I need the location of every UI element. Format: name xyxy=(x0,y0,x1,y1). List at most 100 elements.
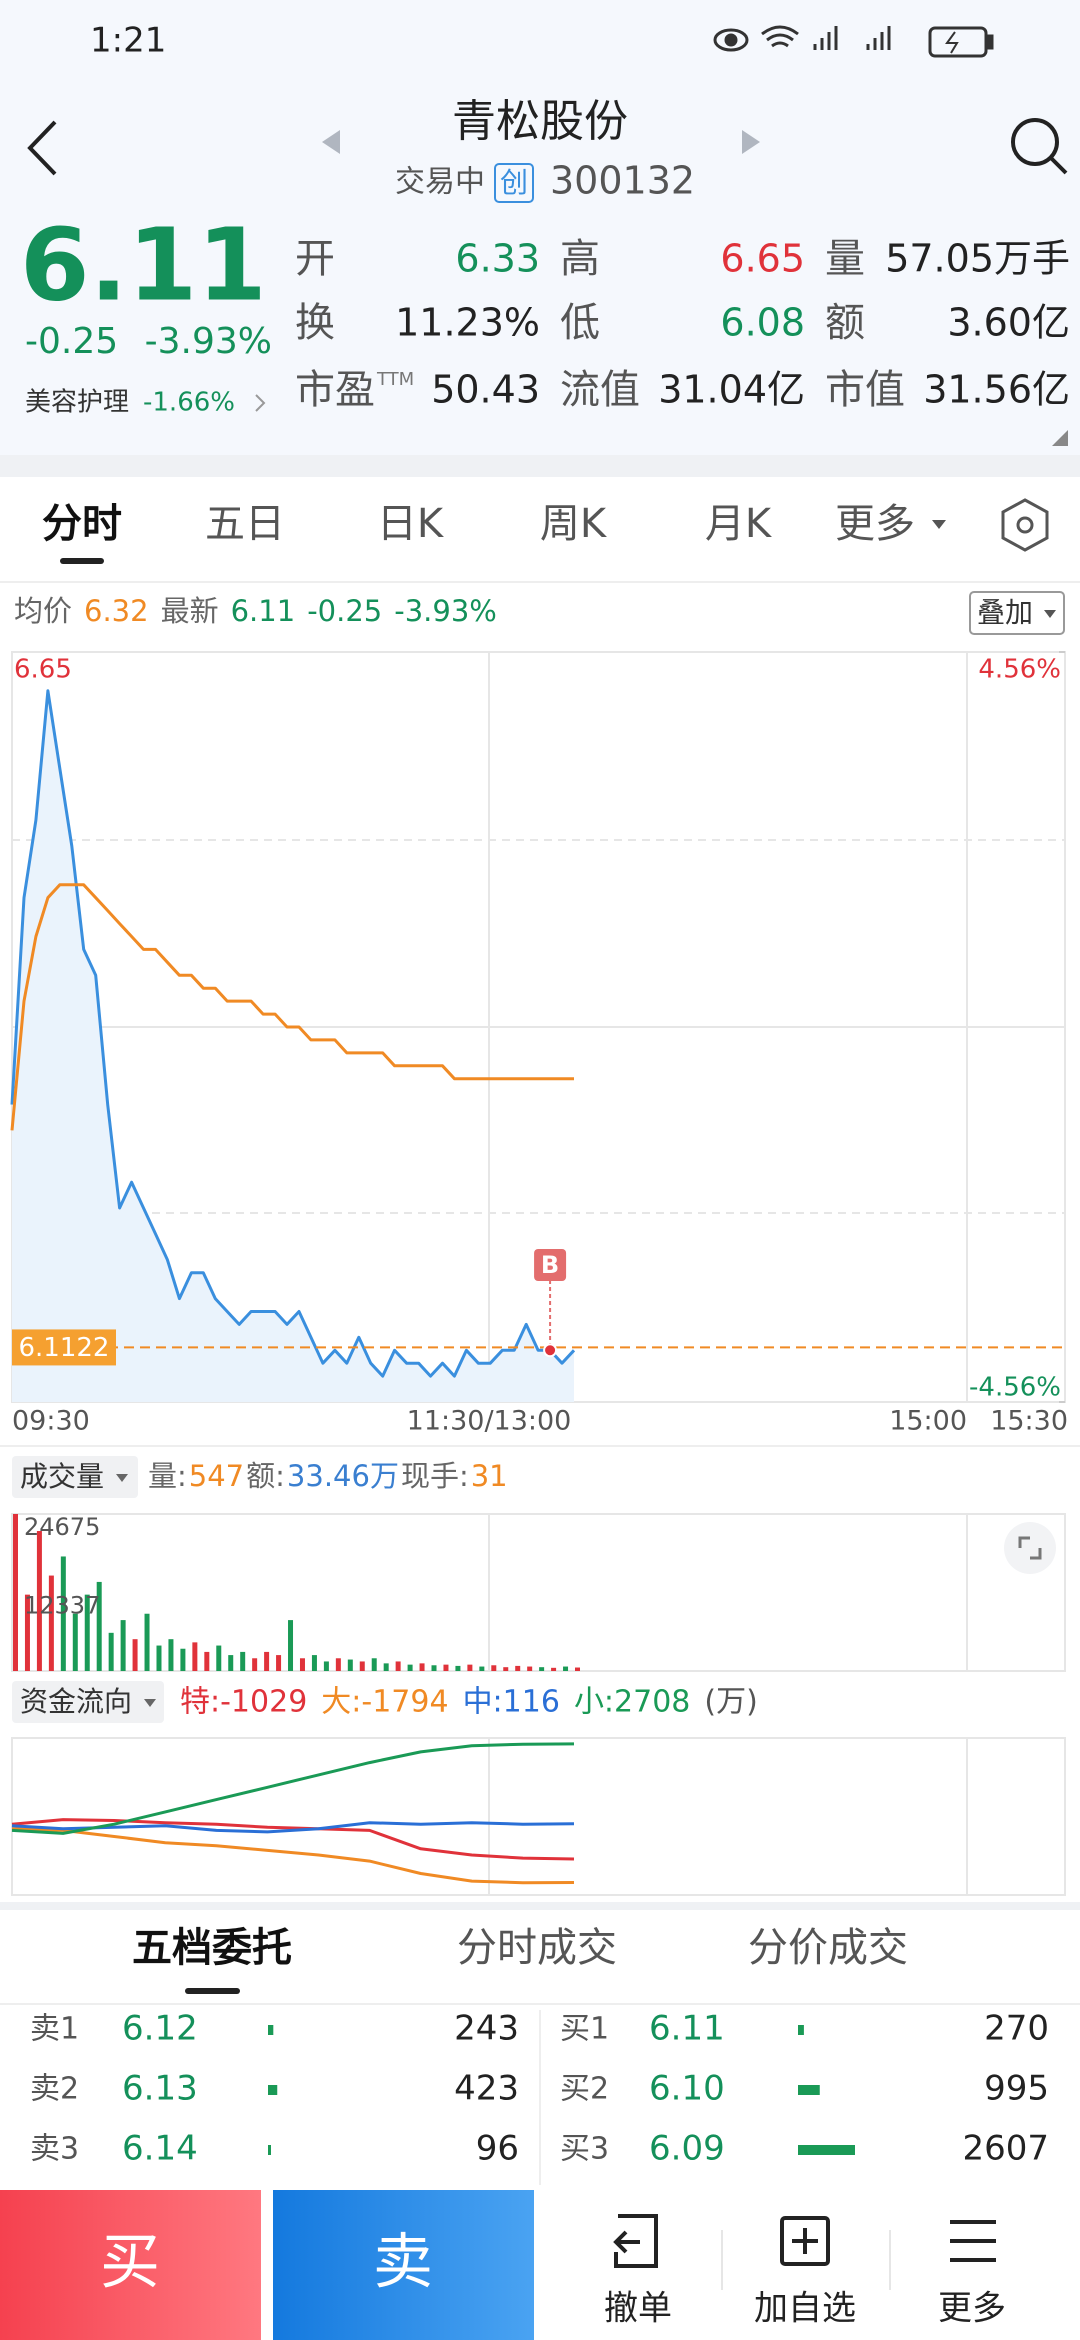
volume-bar xyxy=(84,1594,90,1671)
volume-bar xyxy=(60,1556,66,1671)
stat-label: 开 xyxy=(295,236,335,282)
label-item: 33.46万 xyxy=(287,1459,399,1493)
dropdown-arrow xyxy=(932,520,946,529)
order-price: 6.10 xyxy=(649,2069,725,2109)
marker-label: B xyxy=(541,1251,559,1279)
price-change: -0.25 xyxy=(25,321,118,362)
panel-select[interactable] xyxy=(12,1681,164,1723)
time-label: 09:30 xyxy=(12,1406,90,1437)
label-item: 均价 xyxy=(14,594,72,628)
y-tick-label: 6.65 xyxy=(14,655,72,685)
volume-tick-label: 12337 xyxy=(24,1592,100,1620)
status-time: 1:21 xyxy=(90,21,166,61)
volume-bar xyxy=(479,1666,485,1671)
sell-label[interactable]: 卖 xyxy=(373,2228,433,2298)
volume-bar xyxy=(72,1613,78,1671)
volume-bar xyxy=(431,1665,437,1671)
label-item: 量: xyxy=(148,1459,187,1493)
dropdown-arrow xyxy=(116,1474,128,1482)
settings-icon[interactable] xyxy=(1001,498,1049,552)
label-item: 小:2708 xyxy=(574,1685,690,1720)
label-item: 特:-1029 xyxy=(180,1685,307,1720)
volume-bar xyxy=(491,1665,497,1671)
chart-frame xyxy=(11,1737,1066,1896)
stat-value: 50.43 xyxy=(431,368,540,412)
series-line xyxy=(10,689,576,1378)
order-tab[interactable]: 分时成交 xyxy=(457,1925,617,1971)
expand-button[interactable] xyxy=(1004,1522,1056,1574)
order-price: 6.09 xyxy=(649,2129,725,2169)
volume-bar xyxy=(192,1642,198,1671)
sector-name[interactable]: 美容护理 xyxy=(25,388,129,418)
tool-label[interactable]: 加自选 xyxy=(754,2289,856,2329)
search-button[interactable] xyxy=(1011,118,1059,166)
expand-icon xyxy=(1018,1536,1042,1560)
series-line xyxy=(11,1742,575,1835)
board-label: 创 xyxy=(500,166,528,199)
tab-underline xyxy=(185,1988,240,1994)
tool-label[interactable]: 撤单 xyxy=(604,2289,672,2329)
stat-value: 6.33 xyxy=(455,237,540,281)
order-tab[interactable]: 分价成交 xyxy=(748,1925,908,1971)
more-icon[interactable] xyxy=(950,2220,996,2262)
series-line xyxy=(11,1821,575,1834)
volume-bar xyxy=(419,1663,425,1671)
y2-tick-label: -4.56% xyxy=(969,1373,1061,1403)
divider xyxy=(0,1902,1080,1910)
marker-dot xyxy=(543,1343,558,1358)
stat-value: 6.08 xyxy=(720,301,805,345)
stat-sup: TTM xyxy=(376,369,414,390)
tool-label[interactable]: 更多 xyxy=(938,2289,1006,2329)
sell-button[interactable] xyxy=(273,2190,534,2340)
volume-bar xyxy=(467,1664,473,1671)
trade-status: 交易中 xyxy=(395,165,485,200)
stat-label: 高 xyxy=(560,236,600,282)
volume-bar xyxy=(407,1664,413,1671)
volume-bar xyxy=(288,1620,294,1671)
buy-button[interactable] xyxy=(0,2190,261,2340)
period-tab[interactable]: 更多 xyxy=(835,501,915,547)
volume-bar xyxy=(527,1666,533,1671)
stat-value: 31.04亿 xyxy=(658,368,805,412)
volume-bar xyxy=(347,1659,353,1671)
order-bar xyxy=(798,2025,804,2035)
back-button[interactable] xyxy=(27,120,57,176)
board-badge xyxy=(494,163,534,203)
volume-bar xyxy=(96,1581,102,1671)
status-icons xyxy=(713,25,994,58)
sector-chevron xyxy=(255,394,266,412)
period-tab[interactable]: 五日 xyxy=(205,501,285,547)
order-label: 买1 xyxy=(560,2012,609,2047)
stat-label: 市值 xyxy=(825,367,905,413)
volume-bar xyxy=(144,1613,150,1671)
period-tab[interactable]: 月K xyxy=(705,501,773,547)
period-tab[interactable]: 分时 xyxy=(42,501,122,547)
last-price: 6.11 xyxy=(20,206,267,323)
period-tab[interactable]: 周K xyxy=(540,501,608,547)
volume-bar xyxy=(276,1655,282,1671)
volume-bar xyxy=(132,1639,138,1671)
order-volume: 270 xyxy=(984,2009,1049,2049)
volume-bar xyxy=(359,1661,365,1671)
volume-bar xyxy=(563,1666,569,1671)
order-label: 卖2 xyxy=(30,2072,79,2107)
panel-select[interactable] xyxy=(12,1456,138,1498)
buy-label[interactable]: 买 xyxy=(100,2228,160,2298)
series-line xyxy=(11,1818,575,1861)
volume-bar xyxy=(575,1667,580,1671)
order-price: 6.12 xyxy=(122,2009,198,2049)
header-icons[interactable] xyxy=(27,118,1068,176)
order-tab[interactable]: 五档委托 xyxy=(132,1925,292,1971)
stat-value: 11.23% xyxy=(395,301,540,345)
overlay-box[interactable] xyxy=(969,591,1065,635)
volume-bar xyxy=(551,1667,557,1671)
sector-change: -1.66% xyxy=(143,388,235,418)
watchlist-icon[interactable] xyxy=(780,2216,830,2266)
stat-label: 量 xyxy=(825,236,865,282)
order-bar xyxy=(268,2025,274,2035)
cancel-icon[interactable] xyxy=(613,2214,658,2268)
volume-bar xyxy=(515,1665,521,1671)
period-tab[interactable]: 日K xyxy=(377,501,445,547)
volume-bar xyxy=(252,1658,258,1671)
divider xyxy=(0,455,1080,477)
